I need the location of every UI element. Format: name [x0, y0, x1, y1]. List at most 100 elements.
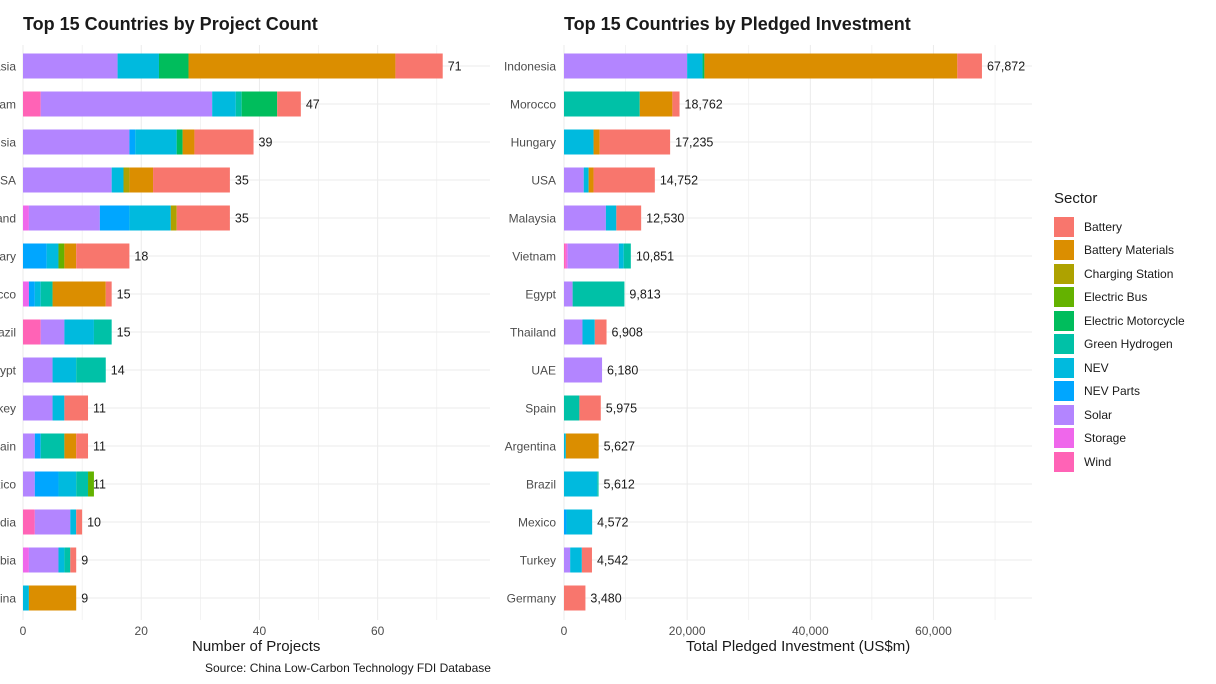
bar-total-label: 14	[111, 364, 125, 378]
legend-swatch	[1054, 310, 1074, 331]
bar-segment-battery-materials	[64, 243, 77, 269]
category-label: Indonesia	[504, 60, 556, 74]
bar-segment-battery	[76, 243, 130, 269]
legend-label: Wind	[1084, 454, 1112, 469]
bar-total-label: 3,480	[590, 592, 621, 606]
bar-total-label: 47	[306, 98, 320, 112]
bar-total-label: 6,180	[607, 364, 638, 378]
category-label: bia	[0, 554, 16, 568]
bar-segment-nev	[135, 129, 177, 155]
category-label: Thailand	[510, 326, 556, 340]
bar-segment-nev-parts	[34, 433, 41, 459]
legend-item-solar: Solar	[1054, 403, 1185, 427]
bar-segment-storage	[23, 205, 29, 231]
bar-total-label: 18	[134, 250, 148, 264]
bar-segment-battery	[105, 281, 112, 307]
legend-item-nev: NEV	[1054, 356, 1185, 380]
bar-segment-battery	[594, 319, 607, 345]
legend-label: Charging Station	[1084, 266, 1174, 281]
bar-segment-charging-station	[170, 205, 177, 231]
bar-segment-solar	[40, 319, 65, 345]
bar-segment-solar	[23, 167, 112, 193]
bar-segment-nev	[564, 471, 598, 497]
category-label: gypt	[0, 364, 17, 378]
bar-segment-green-hydrogen	[93, 319, 112, 345]
bar-segment-nev	[58, 547, 65, 573]
legend-item-electric-bus: Electric Bus	[1054, 286, 1185, 310]
category-label: Egypt	[525, 288, 556, 302]
bar-segment-electric-bus	[88, 471, 94, 497]
bar-segment-electric-motorcycle	[176, 129, 183, 155]
x-tick-label: 20,000	[669, 624, 706, 638]
bar-segment-battery	[616, 205, 642, 231]
bar-segment-nev	[46, 243, 59, 269]
bar-segment-battery-materials	[639, 91, 673, 117]
bar-segment-battery	[194, 129, 254, 155]
bar-segment-storage	[565, 243, 568, 269]
legend-swatch	[1054, 381, 1074, 402]
category-label: xico	[0, 478, 16, 492]
bar-segment-nev	[605, 205, 617, 231]
bar-segment-green-hydrogen	[597, 471, 599, 497]
bar-segment-battery-materials	[52, 281, 106, 307]
category-label: Argentina	[505, 440, 557, 454]
legend-items: Battery Battery Materials Charging Station…	[1054, 215, 1185, 474]
bar-segment-solar	[28, 205, 100, 231]
x-tick-label: 60,000	[915, 624, 952, 638]
legend-swatch	[1054, 334, 1074, 355]
bar-segment-nev	[64, 319, 94, 345]
category-label: Brazil	[526, 478, 556, 492]
category-label: key	[0, 402, 16, 416]
bar-segment-battery	[581, 547, 592, 573]
bar-segment-battery-materials	[704, 53, 958, 79]
bar-segment-nev	[23, 585, 29, 611]
left-x-axis-title: Number of Projects	[192, 638, 321, 655]
bar-segment-battery	[395, 53, 443, 79]
bar-segment-battery	[76, 509, 83, 535]
bar-segment-battery-materials	[28, 585, 77, 611]
legend-swatch	[1054, 428, 1074, 449]
bar-segment-nev	[566, 509, 593, 535]
x-tick-label: 60	[371, 624, 385, 638]
bar-total-label: 71	[448, 60, 462, 74]
bar-segment-solar	[23, 471, 35, 497]
bar-segment-storage	[23, 281, 29, 307]
category-label: azil	[0, 326, 16, 340]
legend-swatch	[1054, 357, 1074, 378]
bar-segment-solar	[564, 547, 571, 573]
bar-segment-nev	[129, 205, 171, 231]
bar-segment-nev-parts	[28, 281, 35, 307]
bar-segment-nev	[564, 433, 566, 459]
bar-segment-nev	[582, 319, 595, 345]
bar-segment-battery	[70, 547, 77, 573]
bar-segment-green-hydrogen	[76, 357, 106, 383]
bar-segment-battery	[564, 585, 586, 611]
bar-total-label: 9,813	[629, 288, 660, 302]
legend-title: Sector	[1054, 190, 1098, 207]
bar-segment-wind	[564, 243, 566, 269]
category-label: Mexico	[518, 516, 556, 530]
category-label: dia	[0, 516, 16, 530]
bar-total-label: 5,975	[606, 402, 637, 416]
category-label: Hungary	[511, 136, 556, 150]
bar-total-label: 18,762	[685, 98, 723, 112]
bar-segment-battery-materials	[588, 167, 594, 193]
category-label: Turkey	[520, 554, 556, 568]
bar-segment-battery	[277, 91, 301, 117]
bar-segment-nev-parts	[23, 243, 47, 269]
bar-segment-nev	[618, 243, 624, 269]
bar-segment-green-hydrogen	[76, 471, 89, 497]
x-tick-label: 40	[253, 624, 267, 638]
bar-total-label: 11	[93, 440, 106, 454]
legend-swatch	[1054, 404, 1074, 425]
legend-swatch	[1054, 216, 1074, 237]
bar-segment-wind	[23, 319, 41, 345]
bar-segment-solar	[567, 243, 619, 269]
bar-total-label: 5,612	[604, 478, 635, 492]
bar-total-label: 67,872	[987, 60, 1025, 74]
legend-label: Green Hydrogen	[1084, 337, 1173, 352]
bar-segment-nev	[212, 91, 236, 117]
bar-segment-solar	[564, 205, 606, 231]
bar-total-label: 4,542	[597, 554, 628, 568]
bar-total-label: 9	[81, 592, 88, 606]
